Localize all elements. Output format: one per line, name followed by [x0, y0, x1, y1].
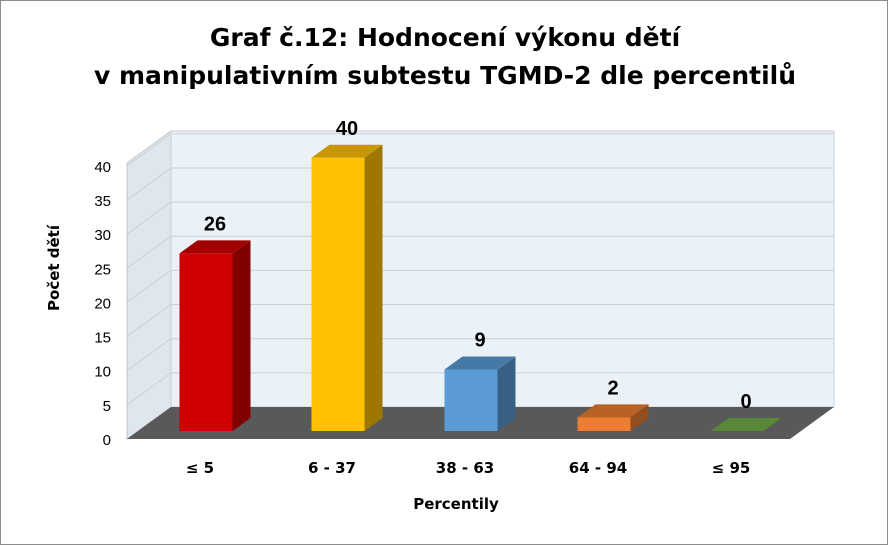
bar-top [444, 356, 516, 370]
x-tick-label: ≤ 95 [712, 459, 751, 477]
bar [710, 418, 782, 431]
bar-front [577, 417, 631, 431]
data-label: 40 [336, 118, 358, 140]
y-tick-label: 15 [94, 330, 111, 347]
chart-title-line-1: Graf č.12: Hodnocení výkonu dětí [209, 23, 681, 52]
data-label: 9 [474, 330, 485, 352]
y-tick-label: 40 [94, 159, 111, 176]
x-tick-label: 64 - 94 [569, 459, 627, 477]
bar-top [179, 240, 251, 254]
gridline-side [126, 201, 172, 235]
bar-side [364, 144, 383, 432]
y-axis-label: Počet dětí [45, 224, 63, 311]
x-tick-label: 6 - 37 [308, 459, 356, 477]
bar [444, 356, 516, 431]
bar-front [179, 253, 233, 431]
data-label: 2 [607, 377, 618, 399]
bar [577, 404, 649, 431]
y-tick-label: 35 [94, 193, 111, 210]
y-tick-label: 10 [94, 364, 111, 381]
bar-front [311, 157, 365, 432]
y-tick-label: 0 [103, 432, 111, 449]
bar [311, 144, 383, 432]
gridline-side [126, 338, 172, 372]
gridline-side [126, 133, 172, 167]
bar-top [710, 418, 782, 431]
x-tick-label: 38 - 63 [436, 459, 494, 477]
data-label: 0 [740, 391, 751, 413]
bar-top [577, 404, 649, 418]
y-tick-label: 5 [103, 398, 111, 415]
bar-side [497, 356, 516, 431]
bar-front [444, 369, 498, 431]
bar-side [232, 240, 251, 431]
y-tick-label: 30 [94, 227, 111, 244]
gridline-side [126, 269, 172, 303]
bar-side [630, 404, 649, 431]
bar-top [311, 144, 383, 158]
x-axis-label: Percentily [413, 495, 499, 513]
gridline-side [126, 304, 172, 337]
side-wall [126, 130, 172, 440]
x-tick-label: ≤ 5 [186, 459, 214, 477]
chart-title-line-2: v manipulativním subtestu TGMD-2 dle per… [93, 61, 797, 90]
bar [179, 240, 251, 431]
y-tick-label: 25 [94, 261, 111, 278]
y-tick-label: 20 [94, 295, 111, 312]
gridline-side [126, 235, 172, 269]
data-label: 26 [204, 213, 226, 235]
gridline-side [126, 372, 172, 406]
gridline-side [126, 167, 172, 201]
